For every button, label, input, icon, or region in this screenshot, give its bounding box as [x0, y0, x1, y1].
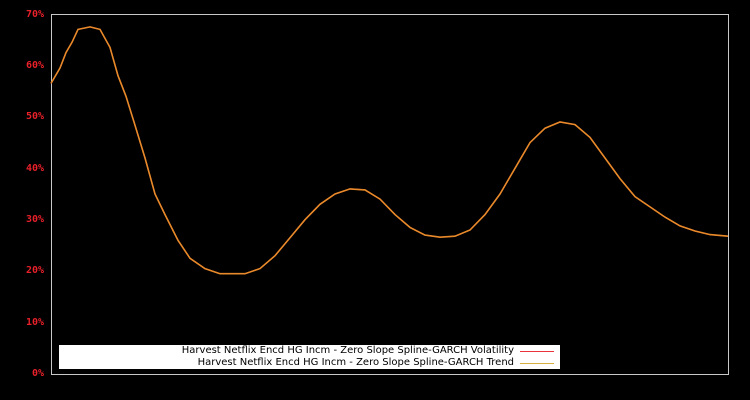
volatility-line: [50, 26, 729, 275]
legend-swatch-trend: [520, 362, 554, 364]
y-tick-50: 50%: [25, 111, 44, 122]
legend: Harvest Netflix Encd HG Incm - Zero Slop…: [59, 345, 560, 369]
legend-item-trend: Harvest Netflix Encd HG Incm - Zero Slop…: [198, 357, 560, 369]
legend-item-volatility: Harvest Netflix Encd HG Incm - Zero Slop…: [182, 345, 560, 357]
y-tick-70: 70%: [25, 9, 44, 20]
y-tick-40: 40%: [25, 163, 44, 174]
y-tick-0: 0%: [31, 368, 44, 379]
legend-swatch-volatility: [520, 350, 554, 352]
plot-frame: [51, 14, 729, 375]
y-tick-20: 20%: [25, 265, 44, 276]
y-tick-30: 30%: [25, 214, 44, 225]
legend-label-volatility: Harvest Netflix Encd HG Incm - Zero Slop…: [181, 345, 514, 356]
trend-line: [50, 26, 729, 275]
y-tick-60: 60%: [25, 60, 44, 71]
legend-label-trend: Harvest Netflix Encd HG Incm - Zero Slop…: [197, 357, 514, 368]
y-tick-10: 10%: [25, 317, 44, 328]
